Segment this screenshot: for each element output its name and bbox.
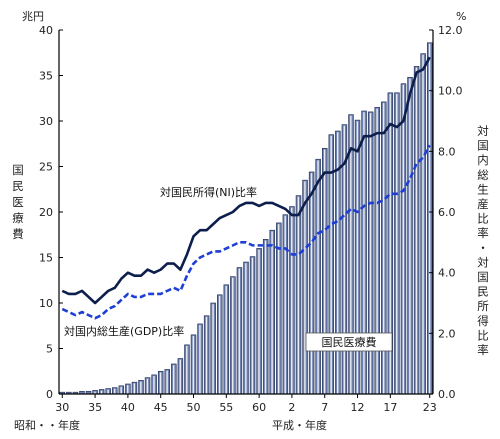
bar-H19	[400, 83, 407, 395]
left-axis-unit: 兆円	[22, 10, 44, 23]
bar-S46	[164, 369, 170, 395]
x-tick-label: 40	[121, 401, 135, 414]
right-tick-label: 0.0	[438, 388, 456, 401]
x-tick-label: 23	[423, 401, 437, 414]
right-axis-unit: %	[456, 10, 466, 23]
bar-H13	[361, 110, 367, 395]
bar-H11	[348, 114, 354, 395]
bar-H12	[354, 119, 361, 395]
bar-series-label: 国民医療費	[322, 335, 377, 349]
x-axis: 30 35 40 45 50 55 60 2 7 12 17 23	[55, 394, 437, 414]
ni-line-label: 対国民所得(NI)比率	[160, 185, 257, 199]
heisei-era-label: 平成・年度	[272, 418, 327, 432]
bar-S39	[118, 385, 125, 395]
bar-S56	[230, 276, 236, 395]
left-tick-label: 0	[46, 388, 53, 401]
left-tick-label: 35	[39, 70, 53, 83]
x-tick-label: 55	[219, 401, 233, 414]
x-tick-label: 2	[288, 401, 295, 414]
bar-H1	[282, 214, 289, 395]
x-tick-label: 17	[383, 401, 397, 414]
right-tick-label: 2.0	[438, 327, 456, 340]
right-tick-label: 10.0	[438, 85, 463, 98]
bar-label-box	[305, 332, 393, 352]
left-tick-label: 30	[39, 115, 53, 128]
bar-S47	[171, 363, 177, 395]
bar-S44	[151, 374, 157, 395]
bar-S49	[184, 344, 190, 395]
bar-H3	[295, 195, 302, 395]
x-tick-label: 30	[55, 401, 69, 414]
left-axis: 0 5 10 15 20 25 30 35 40	[39, 24, 63, 401]
bar-H23	[426, 42, 433, 395]
right-tick-label: 6.0	[438, 206, 456, 219]
gdp-ratio-line	[61, 144, 431, 320]
bar-H21	[413, 66, 420, 395]
bar-S48	[177, 358, 184, 395]
bar-S55	[223, 284, 230, 395]
bar-S52	[203, 315, 210, 395]
left-tick-label: 15	[39, 252, 53, 265]
bar-S57	[236, 267, 243, 395]
x-tick-label: 60	[252, 401, 266, 414]
bar-H18	[394, 92, 400, 395]
bar-H22	[420, 53, 426, 395]
bar-S60	[256, 248, 262, 395]
bar-series	[59, 42, 433, 395]
bar-S61	[262, 239, 269, 395]
x-tick-label: 35	[88, 401, 102, 414]
bar-S41	[131, 381, 138, 395]
gdp-line-label: 対国内総生産(GDP)比率	[64, 324, 184, 338]
right-axis: 0.0 2.0 4.0 6.0 8.0 10.0 12.0	[429, 24, 463, 401]
bar-H5	[308, 171, 315, 395]
bar-S62	[269, 229, 275, 395]
bar-H20	[407, 77, 413, 395]
left-tick-label: 40	[39, 24, 53, 37]
left-tick-label: 25	[39, 161, 53, 174]
line-series-group	[61, 56, 431, 320]
bar-S42	[138, 380, 144, 395]
bar-S58	[243, 261, 249, 395]
bar-S53	[210, 302, 216, 395]
left-axis-label: 国民医療費	[12, 163, 24, 241]
bar-S59	[249, 256, 256, 395]
bar-H7	[322, 148, 328, 395]
bar-H2	[289, 206, 295, 395]
right-tick-label: 8.0	[438, 145, 456, 158]
x-tick-label: 45	[154, 401, 168, 414]
right-tick-label: 12.0	[438, 24, 463, 37]
bar-S40	[125, 383, 131, 395]
showa-era-label: 昭和・・年度	[14, 418, 80, 432]
bar-S50	[190, 334, 197, 395]
left-tick-label: 20	[39, 206, 53, 219]
x-tick-label: 12	[351, 401, 365, 414]
bar-S36	[98, 389, 105, 395]
bar-H4	[302, 179, 308, 395]
bar-S54	[217, 294, 223, 395]
ni-ratio-line	[61, 56, 431, 305]
bar-S38	[112, 387, 118, 395]
bar-H6	[315, 158, 321, 395]
right-tick-label: 4.0	[438, 267, 456, 280]
x-tick-label: 50	[187, 401, 201, 414]
bar-S43	[144, 377, 151, 395]
bar-H14	[367, 111, 374, 395]
left-tick-label: 5	[46, 343, 53, 356]
x-tick-label: 7	[321, 401, 328, 414]
right-axis-label: 対国内総生産比率・対国民所得比率	[477, 124, 489, 357]
bar-S51	[197, 323, 203, 395]
bar-S37	[105, 388, 111, 395]
bar-S45	[157, 370, 164, 395]
left-tick-label: 10	[39, 297, 53, 310]
